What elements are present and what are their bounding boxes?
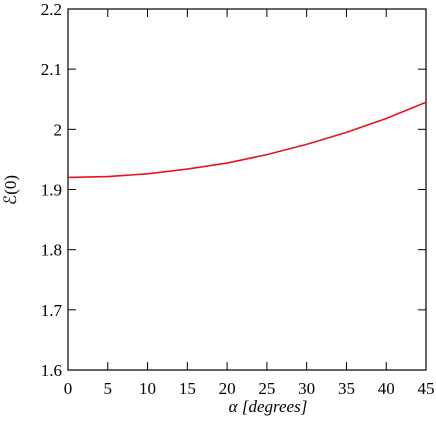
x-tick-label: 0	[64, 379, 73, 398]
x-tick-label: 20	[219, 379, 236, 398]
y-tick-label: 1.8	[41, 241, 62, 260]
y-tick-label: 2.1	[41, 60, 62, 79]
x-tick-label: 30	[298, 379, 315, 398]
y-tick-label: 2.2	[41, 0, 62, 19]
y-axis-label: ℰ(0)	[1, 175, 20, 205]
y-tick-label: 1.6	[41, 361, 62, 380]
x-tick-label: 45	[418, 379, 435, 398]
y-tick-label: 1.7	[41, 301, 63, 320]
x-tick-label: 5	[104, 379, 113, 398]
x-tick-label: 15	[179, 379, 196, 398]
data-line	[67, 101, 427, 179]
x-tick-label: 25	[258, 379, 275, 398]
y-tick-label: 1.9	[41, 181, 62, 200]
x-tick-label: 40	[378, 379, 395, 398]
x-tick-label: 10	[139, 379, 156, 398]
x-tick-label: 35	[338, 379, 355, 398]
plot-frame	[67, 8, 427, 371]
y-tick-label: 2	[54, 120, 63, 139]
x-axis-label: α [degrees]	[229, 397, 308, 416]
